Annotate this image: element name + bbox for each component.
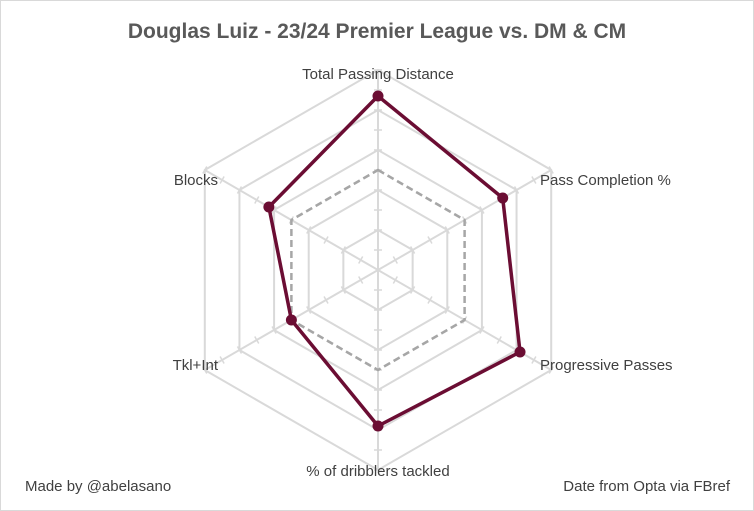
axis-tick — [306, 306, 312, 314]
axis-tick — [479, 326, 485, 334]
player-point — [263, 201, 275, 213]
axis-tick — [202, 366, 208, 374]
axis-tick — [409, 246, 416, 254]
axis-label: % of dribblers tackled — [306, 463, 449, 480]
axis-tick — [479, 206, 485, 214]
benchmark-series-line — [290, 168, 466, 372]
axis-tick — [323, 236, 329, 244]
axis-tick — [340, 286, 347, 294]
axis-tick — [219, 176, 225, 184]
axis-tick — [444, 306, 450, 314]
axis-labels: Total Passing Distance Pass Completion % P… — [173, 66, 673, 480]
radar-axes — [202, 69, 554, 471]
source-text: Date from Opta via FBref — [563, 478, 730, 495]
axis-tick — [358, 256, 364, 264]
axis-tick — [358, 276, 364, 284]
axis-tick — [271, 326, 277, 334]
axis-tick — [254, 336, 260, 344]
axis-tick — [409, 286, 416, 294]
axis-tick — [392, 256, 398, 264]
axis-tick — [548, 366, 554, 374]
axis-tick — [427, 236, 433, 244]
axis-label: Progressive Passes — [540, 357, 673, 374]
axis-tick — [340, 246, 347, 254]
axis-label: Total Passing Distance — [302, 66, 454, 83]
axis-tick — [444, 226, 450, 234]
axis-tick — [496, 336, 502, 344]
axis-tick — [271, 206, 277, 214]
axis-tick — [531, 176, 537, 184]
axis-tick — [202, 166, 208, 174]
axis-tick — [306, 226, 312, 234]
axis-tick — [219, 356, 225, 364]
chart-title: Douglas Luiz - 23/24 Premier League vs. … — [127, 20, 627, 43]
axis-label: Tkl+Int — [173, 357, 219, 374]
axis-tick — [427, 296, 433, 304]
axis-tick — [392, 276, 398, 284]
player-point — [514, 346, 526, 358]
radar-series — [263, 90, 526, 432]
axis-tick — [513, 186, 520, 194]
axis-tick — [323, 296, 329, 304]
player-point — [285, 314, 297, 326]
axis-tick — [531, 356, 537, 364]
axis-tick — [236, 186, 243, 194]
axis-label: Pass Completion % — [540, 172, 671, 189]
player-point — [372, 90, 384, 102]
axis-label: Blocks — [174, 172, 218, 189]
axis-tick — [254, 196, 260, 204]
credit-text: Made by @abelasano — [25, 478, 172, 495]
axis-tick — [236, 346, 243, 354]
axis-tick — [548, 166, 554, 174]
player-point — [497, 192, 509, 204]
player-point — [372, 420, 384, 432]
